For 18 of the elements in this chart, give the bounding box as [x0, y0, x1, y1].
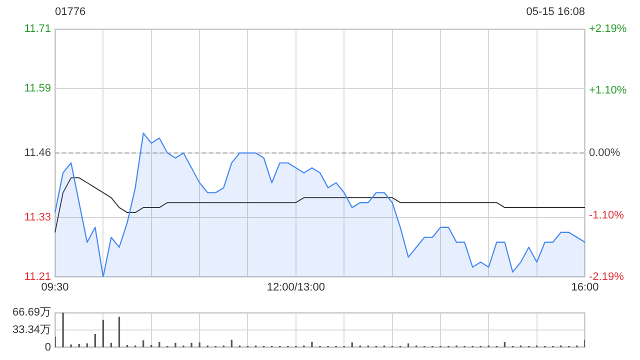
y2-tick-label: -2.19% [589, 271, 624, 284]
y-tick-label: 0 [44, 341, 51, 354]
y2-tick-label: -1.10% [589, 209, 624, 222]
x-tick-label: 09:30 [41, 282, 69, 294]
y-tick-label: 11.21 [24, 271, 51, 284]
x-tick-label: 12:00/13:00 [266, 282, 325, 294]
y-tick-label: 11.59 [24, 82, 51, 95]
text: 05-15 16:08 [526, 6, 585, 18]
y-tick-label: 11.71 [24, 23, 51, 36]
y-tick-label: 66.69万 [12, 306, 51, 319]
y-tick-label: 11.33 [24, 212, 51, 224]
y2-tick-label: 0.00% [589, 147, 620, 160]
y-tick-label: 11.46 [24, 147, 51, 160]
y2-tick-label: +2.19% [589, 23, 627, 36]
x-tick-label: 16:00 [571, 282, 599, 294]
y-tick-label: 33.34万 [12, 324, 51, 336]
y2-tick-label: +1.10% [589, 84, 627, 97]
chart-title: 01776 [55, 6, 86, 18]
